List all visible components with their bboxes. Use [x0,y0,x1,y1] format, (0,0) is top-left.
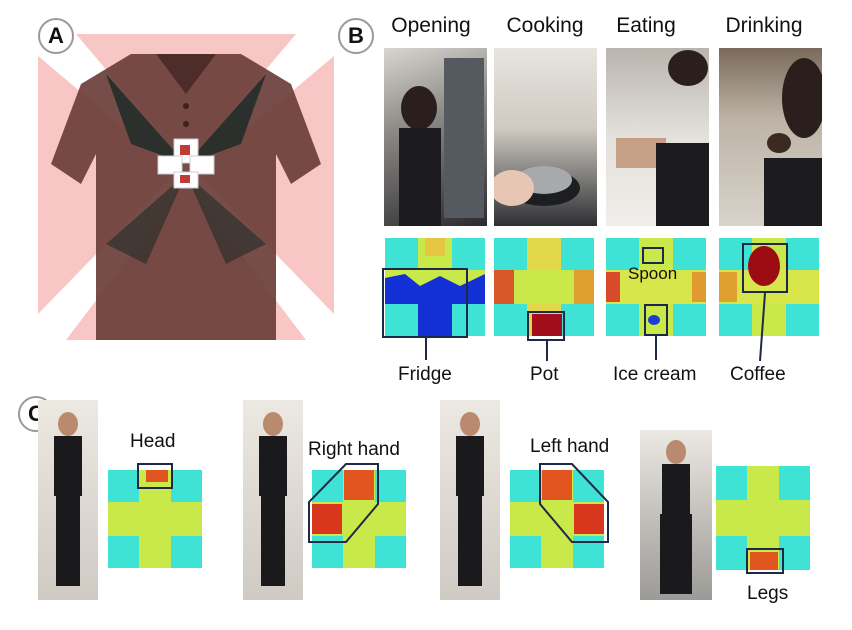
leader-icecream [655,336,657,360]
label-head: Head [130,431,176,452]
photo-pose-right-hand [243,400,303,600]
photo-drinking-coffee [719,48,822,226]
heatmap-legs [716,466,810,570]
box-pot [527,311,565,341]
leader-pot [546,341,548,361]
leader-coffee [759,293,766,362]
activity-title-opening: Opening [391,14,471,37]
label-right-hand: Right hand [308,439,400,460]
box-coffee [742,243,788,293]
activity-title-drinking: Drinking [725,14,803,37]
label-icecream: Ice cream [613,364,697,385]
label-coffee: Coffee [730,364,786,385]
panel-a-badge: A [38,18,74,54]
photo-pose-left-hand [440,400,500,600]
photo-pose-legs [640,430,712,600]
box-icecream [644,304,668,336]
activity-title-cooking: Cooking [506,14,584,37]
photo-pose-head [38,400,98,600]
label-pot: Pot [530,364,559,385]
photo-eating-icecream [606,48,709,226]
photo-cooking-pot [494,48,597,226]
box-fridge [382,268,468,338]
activity-title-eating: Eating [616,14,676,37]
heatmap-head [108,470,202,568]
box-legs [746,548,784,574]
panel-b-badge: B [338,18,374,54]
label-legs: Legs [747,583,789,604]
leader-fridge [425,338,427,360]
box-left-hand [539,463,609,543]
heatmap-opening [385,238,485,336]
label-left-hand: Left hand [530,436,610,457]
box-head [137,463,173,489]
heatmap-right-hand [312,470,406,568]
heatmap-cooking [494,238,594,336]
heatmap-drinking [719,238,819,336]
label-fridge: Fridge [398,364,452,385]
label-spoon: Spoon [628,264,678,283]
box-spoon [642,247,664,264]
heatmap-left-hand [510,470,604,568]
photo-opening-fridge [384,48,487,226]
box-right-hand [308,463,379,543]
heatmap-eating [606,238,706,336]
shirt-sensor-illustration [38,34,334,340]
